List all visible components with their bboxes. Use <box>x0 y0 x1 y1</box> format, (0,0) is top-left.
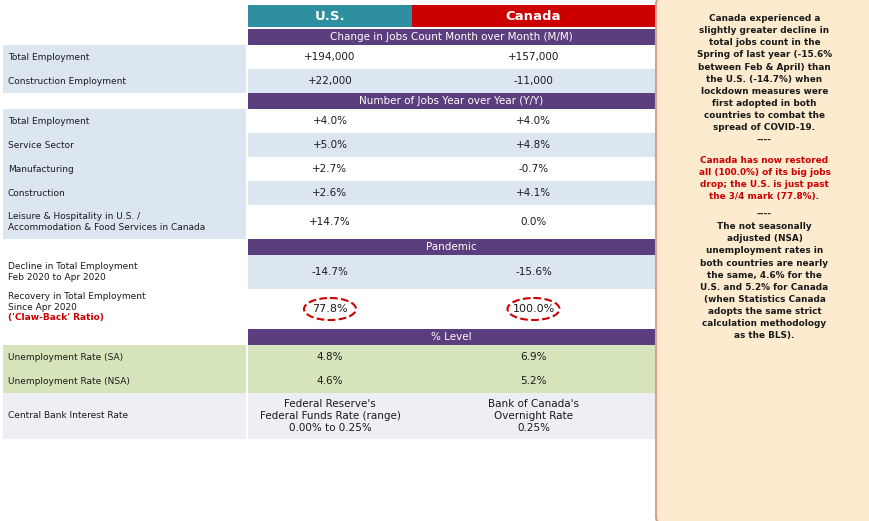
Bar <box>412 69 654 93</box>
Text: Manufacturing: Manufacturing <box>8 165 74 173</box>
Text: +5.0%: +5.0% <box>312 140 347 150</box>
Text: +22,000: +22,000 <box>308 76 352 86</box>
Bar <box>248 5 412 27</box>
Bar <box>412 5 654 27</box>
Bar <box>248 29 654 45</box>
Bar <box>412 181 654 205</box>
Bar <box>412 205 654 239</box>
Text: ('Claw-Back' Ratio): ('Claw-Back' Ratio) <box>8 313 103 322</box>
Text: 5.2%: 5.2% <box>520 376 546 386</box>
Text: 100.0%: 100.0% <box>512 304 554 314</box>
Text: Federal Reserve's
Federal Funds Rate (range)
0.00% to 0.25%: Federal Reserve's Federal Funds Rate (ra… <box>259 399 400 433</box>
Bar <box>248 181 412 205</box>
Bar <box>412 369 654 393</box>
Bar <box>412 45 654 69</box>
Text: Recovery in Total Employment
Since Apr 2020: Recovery in Total Employment Since Apr 2… <box>8 292 145 312</box>
Text: Construction: Construction <box>8 189 66 197</box>
Bar <box>412 109 654 133</box>
Bar <box>412 393 654 439</box>
Bar <box>248 369 412 393</box>
Bar <box>3 393 246 439</box>
Bar <box>248 393 412 439</box>
Text: -14.7%: -14.7% <box>311 267 348 277</box>
Text: +2.6%: +2.6% <box>312 188 347 198</box>
Text: Pandemic: Pandemic <box>426 242 476 252</box>
Text: Number of Jobs Year over Year (Y/Y): Number of Jobs Year over Year (Y/Y) <box>359 96 543 106</box>
Text: -0.7%: -0.7% <box>518 164 548 174</box>
Bar <box>3 345 246 369</box>
Bar <box>248 69 412 93</box>
Bar <box>248 205 412 239</box>
Text: Canada experienced a
slightly greater decline in
total jobs count in the
Spring : Canada experienced a slightly greater de… <box>696 14 831 144</box>
Bar <box>248 157 412 181</box>
Text: Construction Employment: Construction Employment <box>8 77 126 85</box>
Bar <box>3 255 246 289</box>
Bar <box>3 181 246 205</box>
Text: +2.7%: +2.7% <box>312 164 347 174</box>
Text: +4.0%: +4.0% <box>312 116 347 126</box>
Text: 0.0%: 0.0% <box>520 217 546 227</box>
Bar <box>412 255 654 289</box>
Text: Canada has now restored
all (100.0%) of its big jobs
drop; the U.S. is just past: Canada has now restored all (100.0%) of … <box>698 156 830 201</box>
Text: +4.1%: +4.1% <box>515 188 550 198</box>
Text: Service Sector: Service Sector <box>8 141 74 150</box>
Bar <box>248 93 654 109</box>
Text: +157,000: +157,000 <box>507 52 559 62</box>
Text: Central Bank Interest Rate: Central Bank Interest Rate <box>8 412 128 420</box>
Bar <box>412 133 654 157</box>
Text: Decline in Total Employment
Feb 2020 to Apr 2020: Decline in Total Employment Feb 2020 to … <box>8 262 137 282</box>
Text: 4.8%: 4.8% <box>316 352 343 362</box>
Bar <box>3 289 246 329</box>
Bar <box>248 289 412 329</box>
Text: Total Employment: Total Employment <box>8 117 90 126</box>
Text: 4.6%: 4.6% <box>316 376 343 386</box>
Bar <box>248 255 412 289</box>
Text: 77.8%: 77.8% <box>312 304 348 314</box>
Bar <box>3 69 246 93</box>
Bar <box>412 289 654 329</box>
Text: U.S.: U.S. <box>315 9 345 22</box>
Text: -15.6%: -15.6% <box>514 267 551 277</box>
Text: Change in Jobs Count Month over Month (M/M): Change in Jobs Count Month over Month (M… <box>329 32 572 42</box>
Bar <box>3 205 246 239</box>
Text: +4.8%: +4.8% <box>515 140 550 150</box>
Text: +14.7%: +14.7% <box>308 217 350 227</box>
Text: Leisure & Hospitality in U.S. /
Accommodation & Food Services in Canada: Leisure & Hospitality in U.S. / Accommod… <box>8 212 205 232</box>
Text: Canada: Canada <box>505 9 561 22</box>
Bar <box>3 157 246 181</box>
Bar <box>248 239 654 255</box>
Bar <box>248 329 654 345</box>
Bar <box>3 109 246 133</box>
Text: Unemployment Rate (NSA): Unemployment Rate (NSA) <box>8 377 129 386</box>
Bar <box>3 369 246 393</box>
Bar <box>248 133 412 157</box>
Bar <box>3 133 246 157</box>
Bar <box>248 345 412 369</box>
Bar <box>412 157 654 181</box>
Text: % Level: % Level <box>431 332 471 342</box>
Bar <box>412 345 654 369</box>
Text: Total Employment: Total Employment <box>8 53 90 61</box>
FancyBboxPatch shape <box>655 0 869 521</box>
Bar <box>3 45 246 69</box>
Text: ----
The not seasonally
adjusted (NSA)
unemployment rates in
both countries are : ---- The not seasonally adjusted (NSA) u… <box>700 210 827 340</box>
Text: 6.9%: 6.9% <box>520 352 546 362</box>
Bar <box>248 45 412 69</box>
Text: -11,000: -11,000 <box>513 76 553 86</box>
Text: Unemployment Rate (SA): Unemployment Rate (SA) <box>8 353 123 362</box>
Text: +4.0%: +4.0% <box>515 116 550 126</box>
Text: +194,000: +194,000 <box>304 52 355 62</box>
Bar <box>248 109 412 133</box>
Text: Bank of Canada's
Overnight Rate
0.25%: Bank of Canada's Overnight Rate 0.25% <box>488 399 579 433</box>
